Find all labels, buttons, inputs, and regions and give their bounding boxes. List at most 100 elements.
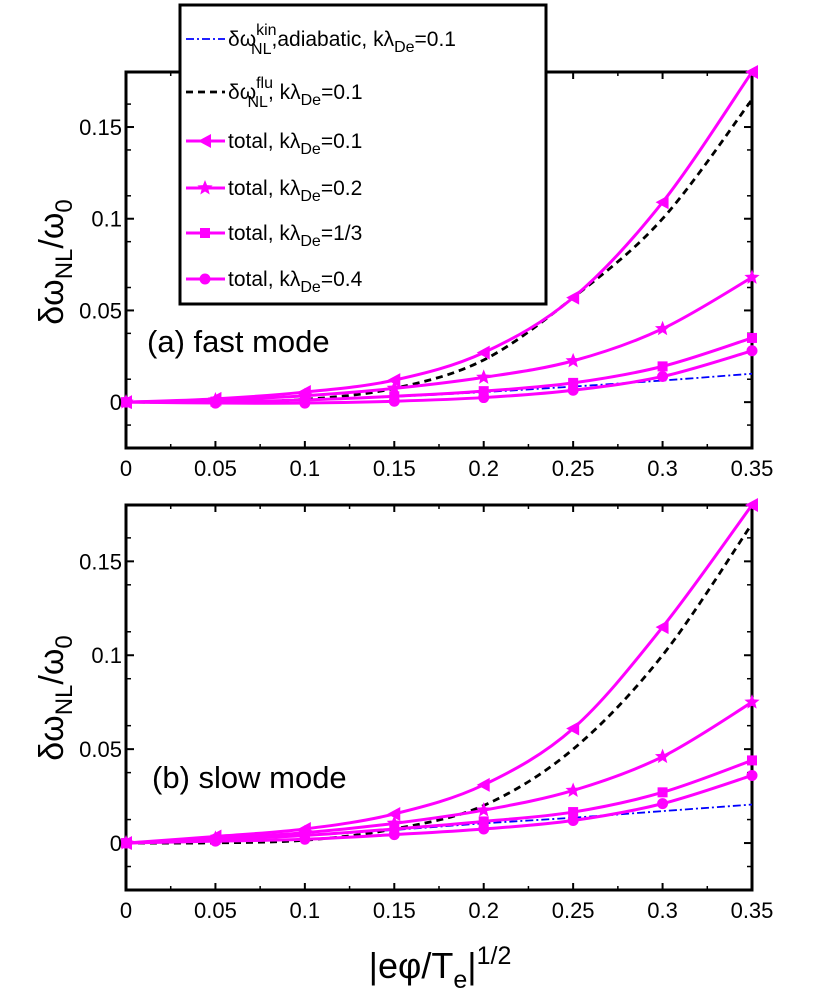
marker-t01 [387, 806, 401, 821]
marker-t04 [746, 345, 758, 357]
marker-t04 [120, 396, 132, 408]
legend-marker-t04 [199, 273, 211, 285]
x-tick-label: 0.2 [468, 456, 499, 481]
marker-t01 [566, 721, 580, 736]
x-tick-label: 0 [120, 456, 132, 481]
series-line-t033 [126, 758, 752, 845]
y-axis-label: δωNL/ω0 [33, 635, 78, 761]
marker-t033 [568, 807, 579, 818]
y-tick-labels: 0 0.05 0.1 0.15 [79, 115, 122, 415]
x-tick-label: 0.15 [373, 456, 416, 481]
legend-marker-t033 [200, 228, 210, 238]
marker-t033 [478, 816, 489, 827]
marker-t02 [565, 782, 581, 797]
panel-annotation: (b) slow mode [152, 760, 347, 795]
x-tick-label: 0.25 [552, 456, 595, 481]
marker-t01 [745, 65, 758, 79]
marker-t04 [567, 384, 579, 396]
x-tick-label: 0.2 [468, 898, 499, 923]
marker-t02 [654, 748, 671, 764]
marker-t01 [387, 373, 401, 388]
marker-t02 [744, 694, 760, 709]
marker-t01 [655, 620, 669, 635]
marker-t01 [655, 195, 669, 210]
marker-t04 [209, 835, 221, 847]
legend-label-t01: total, kλDe=0.1 [228, 130, 362, 158]
y-tick-label: 0.05 [79, 737, 122, 762]
marker-t01 [566, 290, 580, 305]
x-tick-label: 0.35 [731, 898, 774, 923]
marker-t02 [476, 369, 492, 384]
x-axis-label: |eφ/Te|1/2 [369, 942, 512, 994]
x-tick-label: 0.1 [290, 456, 321, 481]
marker-t04 [478, 823, 490, 835]
panel-annotation: (a) fast mode [147, 324, 330, 359]
marker-t04 [299, 397, 311, 409]
legend-label-t02: total, kλDe=0.2 [228, 177, 362, 205]
x-tick-label: 0.05 [194, 898, 237, 923]
y-tick-label: 0 [110, 390, 122, 415]
y-axis-label: δωNL/ω0 [33, 199, 78, 325]
marker-t04 [657, 798, 669, 810]
marker-t02 [386, 815, 402, 830]
marker-group [118, 498, 760, 851]
legend-marker-t01 [198, 134, 211, 148]
marker-t033 [747, 755, 757, 766]
legend-label-t033: total, kλDe=1/3 [228, 222, 362, 250]
y-tick-label: 0 [110, 831, 122, 856]
axis-ticks [125, 505, 753, 890]
x-tick-labels: 0 0.05 0.1 0.15 0.2 0.25 0.3 0.35 [120, 898, 774, 923]
marker-t01 [745, 498, 758, 512]
marker-t02 [386, 380, 402, 395]
series-line-flu [126, 98, 752, 404]
marker-t04 [299, 833, 311, 845]
marker-t04 [120, 837, 132, 849]
marker-t04 [657, 370, 669, 382]
x-tick-label: 0.35 [731, 456, 774, 481]
marker-t01 [476, 777, 490, 792]
series-line-t04 [126, 349, 752, 405]
marker-t01 [476, 345, 490, 360]
legend-label-kin: δωkin NL,adiabatic, kλDe=0.1 [228, 22, 456, 58]
marker-t04 [746, 769, 758, 781]
y-tick-label: 0.1 [91, 207, 122, 232]
marker-t04 [209, 397, 221, 409]
y-tick-label: 0.1 [91, 643, 122, 668]
legend-marker-t02 [197, 180, 213, 195]
series-line-t04 [126, 774, 752, 845]
marker-t033 [747, 332, 757, 343]
marker-t033 [657, 787, 668, 798]
x-tick-labels: 0 0.05 0.1 0.15 0.2 0.25 0.3 0.35 [120, 456, 774, 481]
marker-t02 [654, 320, 671, 336]
y-tick-labels: 0 0.05 0.1 0.15 [79, 549, 122, 856]
marker-t04 [567, 815, 579, 827]
y-tick-label: 0.15 [79, 115, 122, 140]
marker-t04 [388, 829, 400, 841]
x-tick-label: 0 [120, 898, 132, 923]
legend-label-t04: total, kλDe=0.4 [228, 268, 363, 296]
x-tick-label: 0.15 [373, 898, 416, 923]
y-tick-label: 0.05 [79, 298, 122, 323]
x-tick-label: 0.3 [647, 898, 678, 923]
marker-t033 [657, 361, 668, 372]
marker-t033 [389, 823, 400, 834]
marker-t04 [478, 392, 490, 404]
marker-t033 [568, 377, 579, 388]
y-tick-label: 0.15 [79, 549, 122, 574]
x-tick-label: 0.25 [552, 898, 595, 923]
x-tick-label: 0.1 [290, 898, 321, 923]
legend-label-flu: δωflu NL, kλDe=0.1 [228, 75, 363, 111]
series-line-t033 [126, 336, 752, 404]
legend-box [178, 3, 548, 306]
marker-t02 [476, 802, 492, 817]
marker-t033 [478, 386, 489, 397]
marker-group [118, 65, 760, 410]
x-tick-label: 0.3 [647, 456, 678, 481]
x-tick-label: 0.05 [194, 456, 237, 481]
panel-slow-mode: 0 0.05 0.1 0.15 0.2 0.25 0.3 0.35 00.050.10.15 … [33, 498, 773, 923]
legend: δωkin NL,adiabatic, kλDe=0.1 δωflu NL, kλDe… [178, 3, 548, 306]
marker-t04 [388, 395, 400, 407]
marker-t02 [565, 352, 581, 368]
marker-t02 [744, 269, 760, 284]
